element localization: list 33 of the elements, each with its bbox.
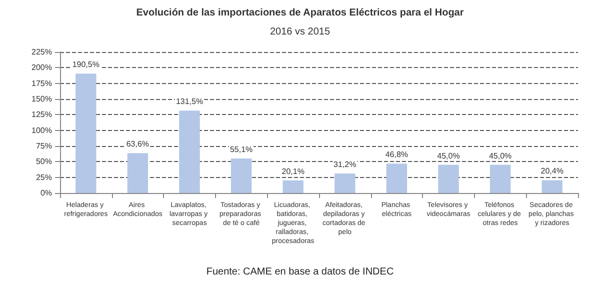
y-tick-label: 75% bbox=[36, 142, 52, 150]
data-label: 46,8% bbox=[385, 150, 408, 160]
data-label: 45,0% bbox=[488, 151, 512, 160]
bar bbox=[334, 173, 356, 193]
bar bbox=[386, 164, 408, 193]
chart-subtitle: 2016 vs 2015 bbox=[270, 26, 330, 38]
data-label: 131,5% bbox=[176, 97, 204, 106]
bar bbox=[76, 74, 96, 193]
y-tick-label: 175% bbox=[32, 78, 52, 88]
data-label: 20,4% bbox=[540, 166, 564, 176]
bar bbox=[179, 110, 200, 193]
bar bbox=[282, 180, 304, 193]
source-note: Fuente: CAME en base a datos de INDEC bbox=[206, 266, 394, 278]
bar bbox=[230, 158, 252, 193]
y-tick-label: 25% bbox=[36, 172, 52, 182]
data-label: 20,1% bbox=[282, 166, 304, 176]
y-tick-label: 125% bbox=[32, 110, 52, 120]
data-label: 31,2% bbox=[334, 160, 356, 169]
data-label: 55,1% bbox=[230, 144, 253, 154]
data-label: 45,0% bbox=[437, 151, 460, 160]
bar bbox=[438, 164, 459, 193]
y-tick-label: 200% bbox=[32, 63, 52, 72]
data-label: 63,6% bbox=[126, 140, 150, 149]
y-tick-label: 0% bbox=[40, 188, 52, 198]
bar bbox=[127, 153, 148, 193]
data-label: 190,5% bbox=[72, 60, 100, 70]
y-tick-label: 150% bbox=[32, 94, 52, 104]
y-tick-label: 50% bbox=[36, 157, 52, 166]
bar bbox=[542, 180, 562, 193]
y-tick-label: 100% bbox=[32, 126, 52, 135]
y-tick-label: 225% bbox=[32, 48, 52, 56]
bar bbox=[490, 164, 511, 193]
chart-title: Evolución de las importaciones de Aparatos Eléctricos para el Hogar bbox=[136, 8, 464, 18]
